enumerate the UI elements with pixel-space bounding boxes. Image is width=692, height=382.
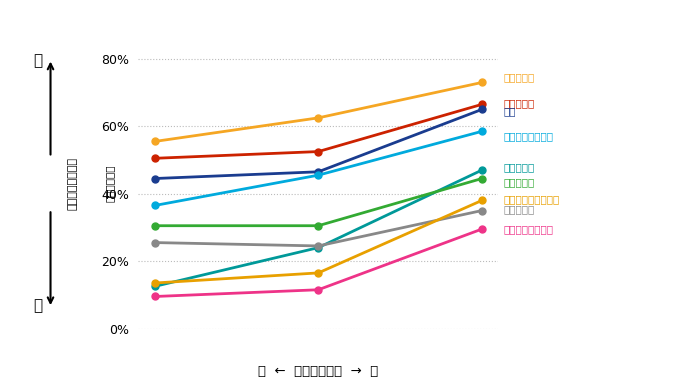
Text: 目のかゆみ: 目のかゆみ	[503, 204, 534, 214]
Text: 住宅の高断熱化による健康改善効果: 住宅の高断熱化による健康改善効果	[266, 11, 426, 29]
Text: 手足の冷え: 手足の冷え	[503, 162, 534, 172]
Text: アトピー性皮膚炎: アトピー性皮膚炎	[503, 131, 553, 141]
Text: 症状が改善した人: 症状が改善した人	[68, 157, 78, 210]
Text: 少: 少	[33, 298, 43, 313]
Text: 多: 多	[33, 53, 43, 69]
Text: せき: せき	[503, 106, 516, 116]
Text: のどの痛み: のどの痛み	[503, 98, 534, 108]
Text: 肌のかゆみ: 肌のかゆみ	[503, 177, 534, 187]
Text: 気管支喘息: 気管支喘息	[503, 73, 534, 83]
Text: 〈健改善率〉: 〈健改善率〉	[104, 165, 114, 202]
Text: アレルギー性結膜炎: アレルギー性結膜炎	[503, 194, 559, 204]
Text: 低  ←  住宅の断熱性  →  高: 低 ← 住宅の断熱性 → 高	[258, 365, 379, 378]
Text: アレルギー性鼻炎: アレルギー性鼻炎	[503, 224, 553, 234]
